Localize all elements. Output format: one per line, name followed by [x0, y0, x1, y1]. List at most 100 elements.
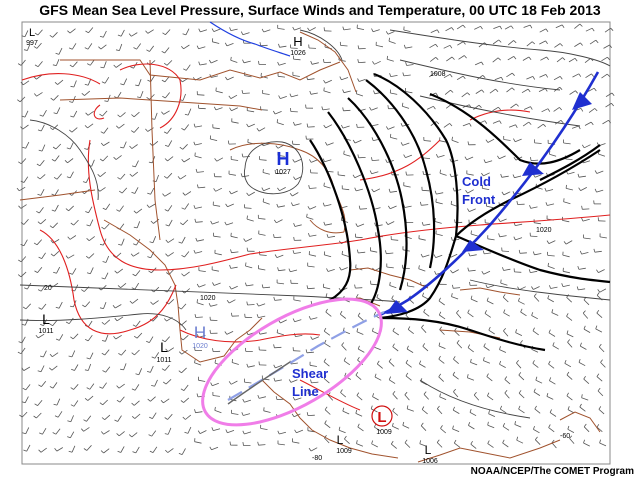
wind-barb [73, 110, 78, 118]
wind-barb [492, 57, 499, 63]
wind-barb [518, 408, 525, 414]
wind-barb [181, 320, 187, 326]
wind-barb-flag [231, 359, 233, 363]
wind-barb-flag [405, 372, 409, 377]
wind-barb-flag [436, 121, 440, 125]
wind-barb [104, 349, 110, 356]
wind-barb-flag [277, 267, 279, 271]
wind-barb-flag [20, 81, 24, 86]
wind-barb-flag [38, 449, 42, 453]
wind-barb [248, 123, 255, 128]
wind-barb [21, 336, 26, 344]
wind-barb-flag [130, 66, 134, 69]
wind-barb [231, 380, 238, 385]
wind-barb [390, 75, 398, 77]
wind-barb-flag [343, 327, 345, 332]
wind-barb [195, 316, 203, 318]
wind-barb-flag [133, 210, 137, 214]
wind-barb-flag [231, 312, 233, 317]
wind-barb [244, 399, 252, 403]
wind-barb-flag [469, 281, 471, 286]
wind-barb-flag [272, 110, 276, 115]
wind-barb [276, 332, 284, 336]
wind-barb-flag [49, 225, 54, 229]
wind-barb-flag [99, 402, 103, 406]
wind-barb-flag [99, 386, 103, 389]
wind-barb [212, 41, 220, 44]
wind-barb-flag [290, 202, 294, 206]
wind-barb-flag [530, 157, 532, 161]
wind-barb [195, 125, 203, 128]
wind-barb [163, 398, 170, 404]
wind-barb [259, 159, 267, 161]
wind-barb [296, 429, 304, 434]
wind-barb [499, 218, 507, 222]
wind-barb [372, 159, 380, 161]
wind-barb-flag [100, 131, 104, 134]
wind-barb-flag [240, 173, 243, 177]
wind-barb [52, 124, 59, 130]
wind-barb-flag [65, 321, 70, 325]
wind-barb-flag [385, 31, 389, 35]
wind-barb-flag [371, 28, 374, 32]
wind-barb [374, 60, 381, 65]
wind-barb-flag [210, 382, 213, 386]
wind-barb [323, 330, 331, 336]
wind-barb [324, 204, 332, 207]
wind-barb [20, 204, 27, 209]
wind-barb [578, 175, 586, 178]
wind-barb [390, 190, 398, 193]
wind-barb [438, 300, 445, 306]
pressure-center-value: 997 [26, 40, 38, 47]
wind-barb-flag [292, 250, 295, 254]
wind-barb [584, 121, 592, 126]
heavy-isobars [309, 72, 611, 352]
wind-barb-flag [499, 360, 502, 365]
wind-barb [231, 121, 239, 124]
wind-barb [342, 410, 350, 415]
wind-barb [312, 336, 320, 340]
wind-barb-flag [388, 37, 390, 42]
wind-barb-flag [373, 311, 376, 316]
wind-barb [492, 39, 499, 45]
wind-barb [422, 346, 429, 352]
wind-barb [70, 415, 74, 422]
wind-barb [215, 187, 223, 192]
wind-barb-flag [150, 220, 154, 224]
wind-barb-flag [512, 174, 515, 178]
wind-barb [87, 334, 93, 342]
wind-barb [354, 174, 362, 179]
wind-barb [522, 56, 530, 61]
wind-barb [439, 140, 447, 143]
wind-barb-flag [49, 367, 53, 371]
wind-barb [105, 203, 111, 210]
wind-barb-flag [245, 282, 247, 287]
isobar-label: 1008 [430, 71, 446, 78]
wind-barb [88, 27, 94, 34]
wind-barb [258, 127, 266, 132]
wind-barb [556, 57, 563, 63]
wind-barb [532, 330, 539, 336]
wind-barb [549, 153, 557, 157]
wind-barb-flag [70, 336, 74, 340]
wind-barb [231, 285, 238, 290]
wind-barb-flag [504, 390, 508, 394]
wind-barb [309, 254, 317, 257]
wind-barb [392, 330, 400, 336]
wind-barb-flag [449, 158, 452, 163]
wind-barb [231, 190, 238, 195]
wind-barb-flag [196, 299, 198, 303]
wind-barb-flag [372, 61, 375, 65]
wind-barb [502, 296, 509, 303]
wind-barb-flag [401, 264, 404, 269]
wind-barb-flag [356, 392, 360, 396]
wind-barb [421, 204, 429, 206]
wind-barb [154, 379, 158, 387]
wind-barb [244, 207, 252, 209]
wind-barb-flag [467, 267, 470, 272]
wind-barb [438, 345, 446, 349]
wind-barb-flag [578, 73, 582, 77]
wind-barb [136, 208, 143, 214]
wind-barb-flag [500, 77, 504, 81]
wind-barb [422, 295, 429, 300]
